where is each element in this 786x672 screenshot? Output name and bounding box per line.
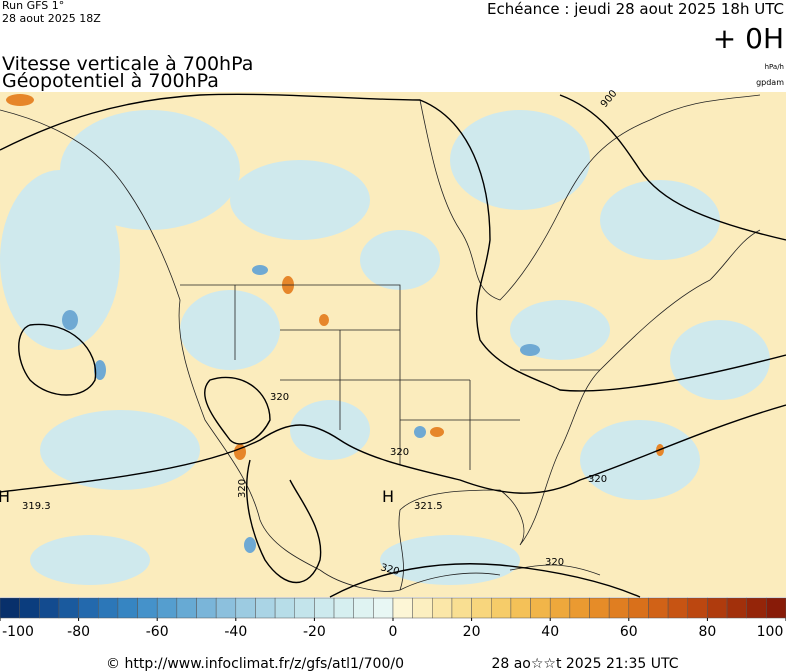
colorbar-segment: [274, 597, 296, 619]
colorbar-segment: [196, 597, 217, 619]
colorbar-segment: [353, 597, 374, 619]
colorbar-tick-label: -20: [303, 624, 326, 640]
colorbar-segment: [19, 597, 40, 619]
colorbar-segment: [491, 597, 512, 619]
high-marker: H: [382, 487, 394, 506]
contour-label: 320: [588, 474, 607, 485]
colorbar-segment: [746, 597, 767, 619]
source-url: © http://www.infoclimat.fr/z/gfs/atl1/70…: [106, 656, 404, 672]
colorbar-segment: [667, 597, 688, 619]
colorbar-segment: [510, 597, 531, 619]
colorbar-segment: [412, 597, 433, 619]
colorbar-tick-label: 60: [620, 624, 638, 640]
colorbar-segment: [39, 597, 60, 619]
colorbar-segment: [156, 597, 178, 619]
colorbar-segment: [78, 597, 99, 619]
colorbar-segment: [726, 597, 747, 619]
contour-label: 320: [545, 557, 564, 568]
high-marker: H: [0, 487, 10, 506]
run-date: 28 aout 2025 18Z: [2, 12, 101, 25]
colorbar-segment: [235, 597, 256, 619]
colorbar: -100 -80 -60 -40 -20 0 20 40 60 80 100: [0, 597, 786, 640]
colorbar-segment: [432, 597, 453, 619]
colorbar-segment: [766, 597, 786, 619]
colorbar-segment: [530, 597, 551, 619]
colorbar-segment: [0, 597, 20, 619]
colorbar-tick-label: -60: [146, 624, 169, 640]
colorbar-segment: [648, 597, 669, 619]
colorbar-tick-label: 40: [541, 624, 559, 640]
colorbar-segment: [451, 597, 472, 619]
colorbar-segment: [687, 597, 708, 619]
colorbar-segment: [215, 597, 237, 619]
colorbar-segment: [589, 597, 610, 619]
colorbar-segment: [137, 597, 158, 619]
title: Vitesse verticale à 700hPa: [2, 53, 253, 75]
unit-label: hPa/h: [765, 63, 784, 71]
colorbar-tick-label: -40: [224, 624, 247, 640]
timestamp: 28 ao☆☆t 2025 21:35 UTC: [491, 656, 678, 672]
contour-label: 319.3: [22, 501, 51, 512]
contours: [0, 93, 786, 598]
contour-label: 321.5: [414, 501, 443, 512]
colorbar-segment: [373, 597, 394, 619]
colorbar-segment: [569, 597, 590, 619]
unit-label: gpdam: [756, 78, 784, 87]
colorbar-segment: [549, 597, 571, 619]
contour-label: 320: [379, 562, 400, 578]
colorbar-segment: [294, 597, 315, 619]
contour-label: 320: [270, 392, 289, 403]
contour-label: 320: [237, 479, 248, 498]
colorbar-segment: [98, 597, 119, 619]
lead-time: + 0H: [713, 22, 784, 55]
colorbar-segment: [176, 597, 197, 619]
colorbar-segment: [608, 597, 630, 619]
field-patches: [6, 94, 664, 460]
colorbar-segment: [392, 597, 413, 619]
colorbar-tick-label: 80: [698, 624, 716, 640]
coastlines: [0, 94, 761, 592]
contour-label: 320: [390, 447, 409, 458]
field-patches: [62, 265, 540, 553]
colorbar-tick-label: -80: [67, 624, 90, 640]
colorbar-segment: [628, 597, 649, 619]
colorbar-segment: [314, 597, 335, 619]
colorbar-tick-label: 100: [757, 624, 784, 640]
echeance: Echéance : jeudi 28 aout 2025 18h UTC: [487, 0, 784, 18]
colorbar-segment: [58, 597, 79, 619]
field-patches: [0, 110, 770, 585]
colorbar-segment: [707, 597, 728, 619]
colorbar-segment: [471, 597, 492, 619]
colorbar-tick-label: -100: [2, 624, 34, 640]
title: Géopotentiel à 700hPa: [2, 70, 219, 92]
colorbar-segment: [333, 597, 354, 619]
colorbar-tick-label: 20: [463, 624, 481, 640]
colorbar-tick-label: 0: [389, 624, 398, 640]
colorbar-segment: [255, 597, 276, 619]
run-label: Run GFS 1°: [2, 0, 64, 12]
colorbar-segment: [117, 597, 138, 619]
